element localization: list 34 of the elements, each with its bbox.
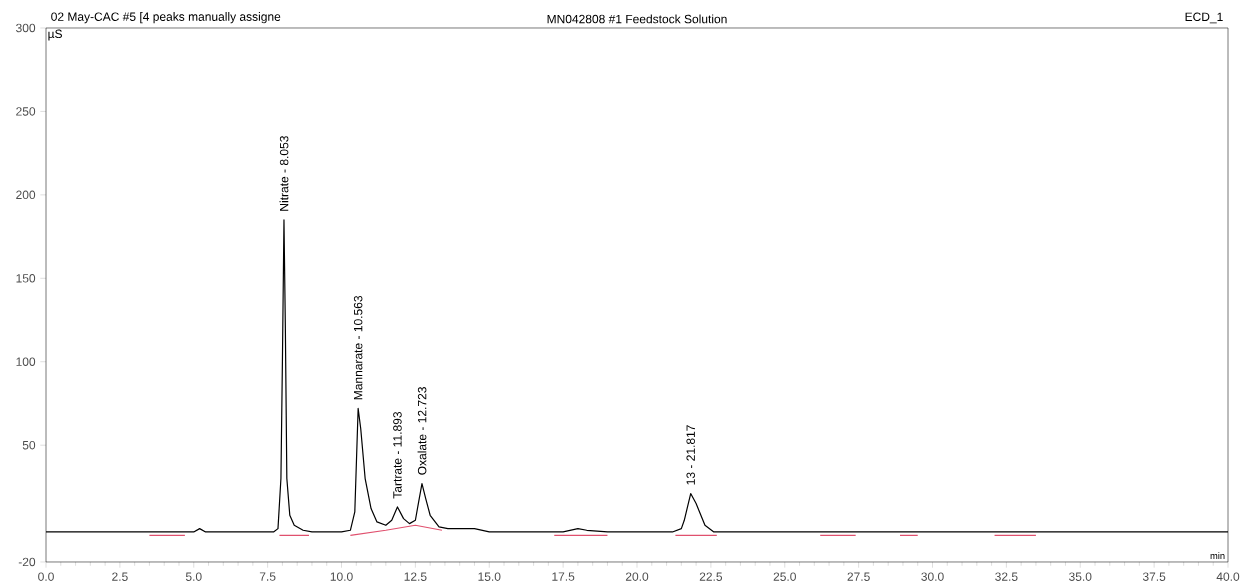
y-tick-label: 50 — [22, 440, 36, 450]
x-tick-label: 35.0 — [1069, 572, 1092, 581]
x-axis-title: min — [1210, 552, 1225, 560]
chart-title: MN042808 #1 Feedstock Solution — [547, 14, 727, 24]
x-tick-label: 12.5 — [404, 572, 427, 581]
y-tick-label: -20 — [18, 557, 36, 567]
y-axis-title: µS — [48, 29, 62, 41]
y-tick-label: 250 — [16, 107, 36, 116]
x-tick-label: 17.5 — [552, 572, 575, 581]
x-tick-label: 37.5 — [1142, 572, 1166, 581]
annotation: Nitrate - 8.053 — [279, 136, 289, 211]
annotation: Mannarate - 10.563 — [353, 296, 363, 400]
x-tick-label: 25.0 — [773, 572, 796, 581]
x-tick-label: 20.0 — [625, 572, 649, 581]
x-tick-label: 2.5 — [112, 572, 128, 581]
x-tick-label: 40.0 — [1216, 572, 1240, 581]
text: ECD_1 — [1185, 12, 1223, 24]
annotation: Tartrate - 11.893 — [393, 412, 402, 499]
annotation: 13 - 21.817 — [686, 425, 695, 485]
annotation: Oxalate - 12.723 — [417, 387, 427, 475]
x-tick-label: 27.5 — [847, 572, 870, 581]
x-tick-label: 7.5 — [259, 572, 276, 581]
x-tick-label: 10.0 — [330, 572, 353, 581]
x-tick-label: 15.0 — [478, 572, 501, 581]
y-tick-label: 300 — [16, 23, 36, 33]
y-tick-label: 100 — [16, 357, 36, 366]
x-tick-label: 0.0 — [38, 572, 54, 581]
x-tick-label: 22.5 — [699, 572, 723, 581]
x-tick-label: 30.0 — [921, 572, 944, 581]
x-tick-label: 32.5 — [995, 572, 1018, 581]
text: 02 May-CAC #5 [4 peaks manually assigne — [51, 12, 281, 24]
x-tick-label: 5.0 — [185, 572, 202, 581]
y-tick-label: 200 — [16, 190, 36, 200]
y-tick-label: 150 — [16, 274, 36, 283]
